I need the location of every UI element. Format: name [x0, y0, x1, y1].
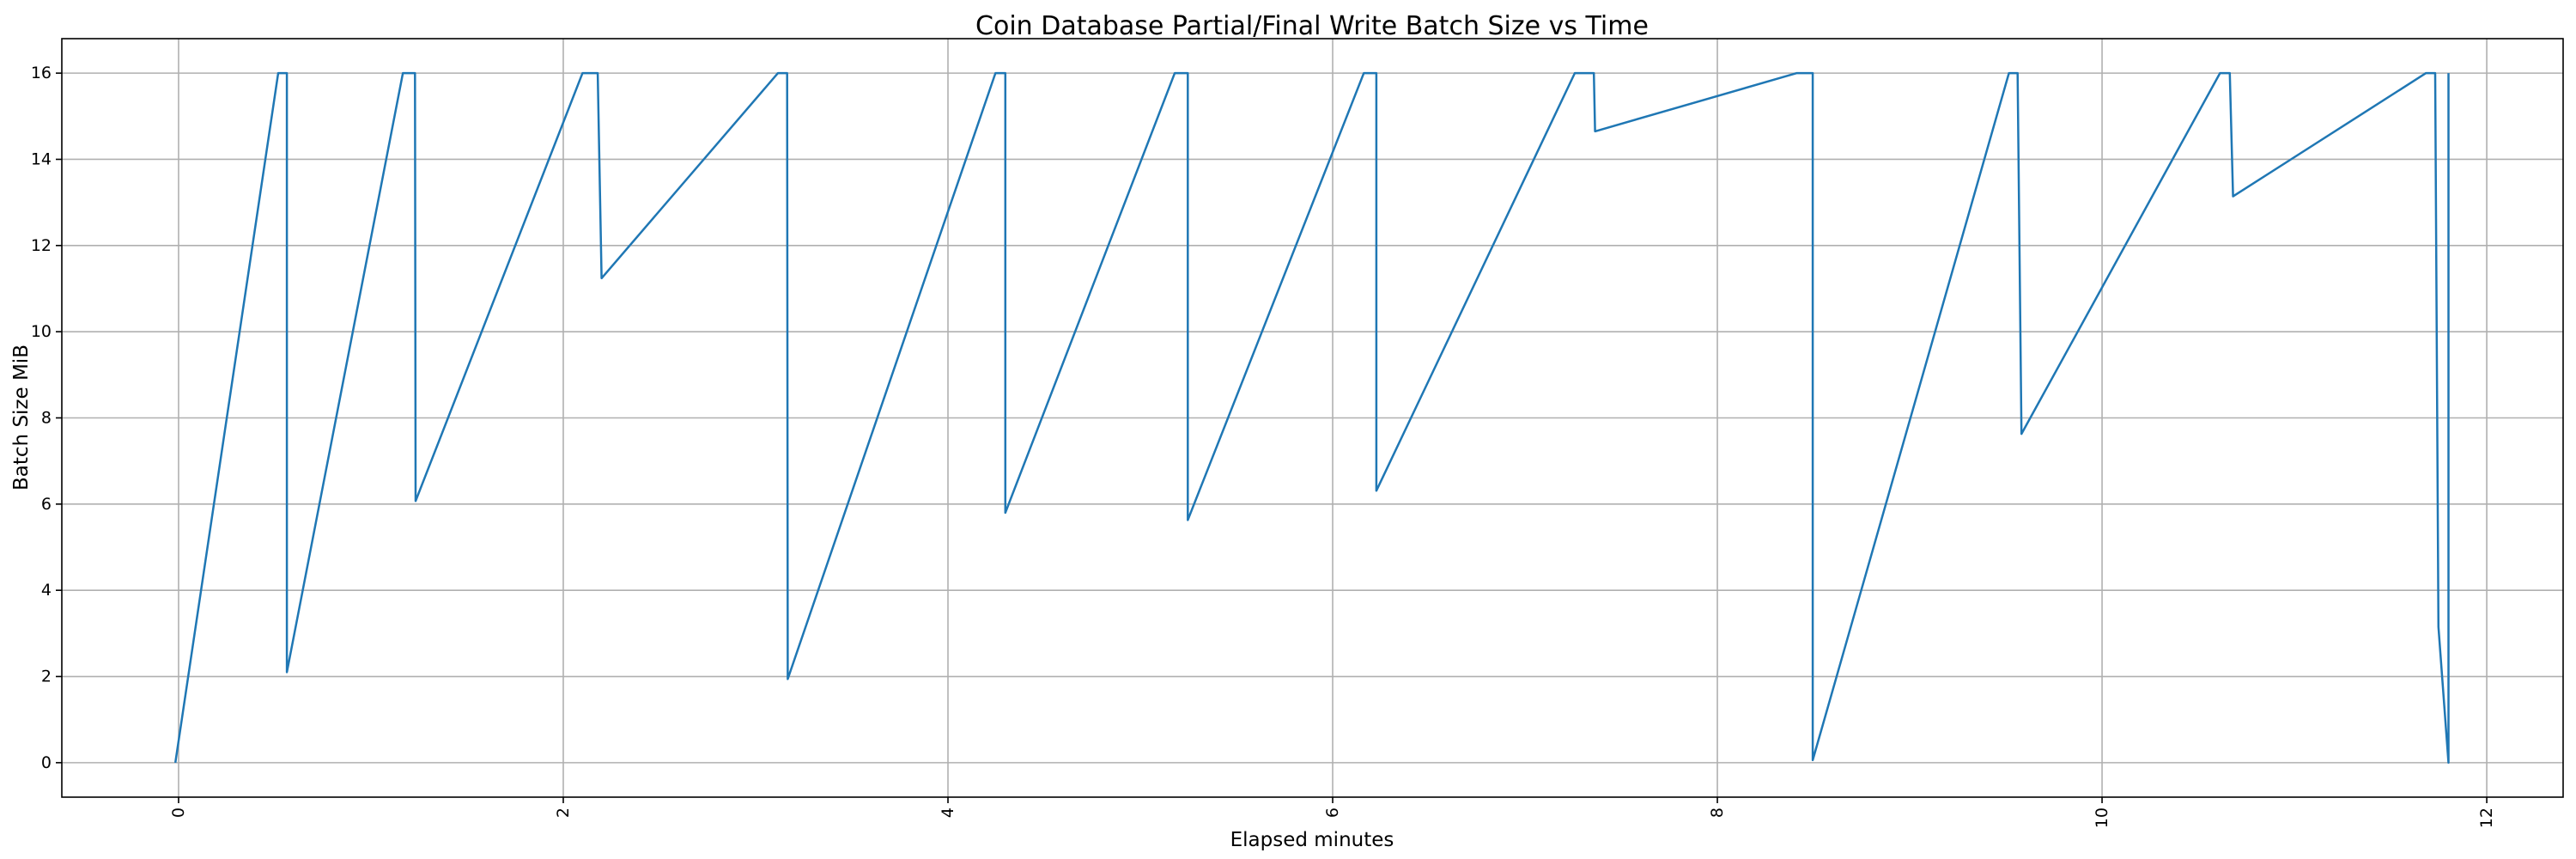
- ticks: 0 2 4 6 8 10 12 0 2 4 6 8 10 12 14 16: [31, 64, 2496, 828]
- series-line: [173, 71, 2450, 765]
- x-tick-label: 2: [554, 807, 573, 818]
- x-tick-label: 10: [2093, 807, 2111, 828]
- series-layer: [173, 71, 2450, 765]
- y-tick-label: 16: [31, 64, 52, 82]
- y-tick-label: 6: [41, 495, 52, 514]
- y-axis-label: Batch Size MiB: [10, 344, 33, 490]
- y-tick-label: 10: [31, 322, 52, 341]
- x-tick-label: 6: [1323, 807, 1342, 818]
- chart-title: Coin Database Partial/Final Write Batch …: [975, 11, 1649, 41]
- x-axis-label: Elapsed minutes: [1230, 829, 1394, 851]
- x-tick-label: 4: [939, 807, 957, 818]
- x-tick-label: 0: [169, 807, 188, 818]
- y-tick-label: 12: [31, 236, 52, 255]
- x-tick-label: 12: [2477, 807, 2496, 828]
- y-tick-label: 4: [41, 581, 52, 600]
- y-tick-label: 8: [41, 409, 52, 428]
- grid: [62, 39, 2563, 797]
- y-tick-label: 14: [31, 149, 52, 168]
- x-tick-label: 8: [1708, 807, 1727, 818]
- y-tick-label: 2: [41, 667, 52, 686]
- y-tick-label: 0: [41, 753, 52, 772]
